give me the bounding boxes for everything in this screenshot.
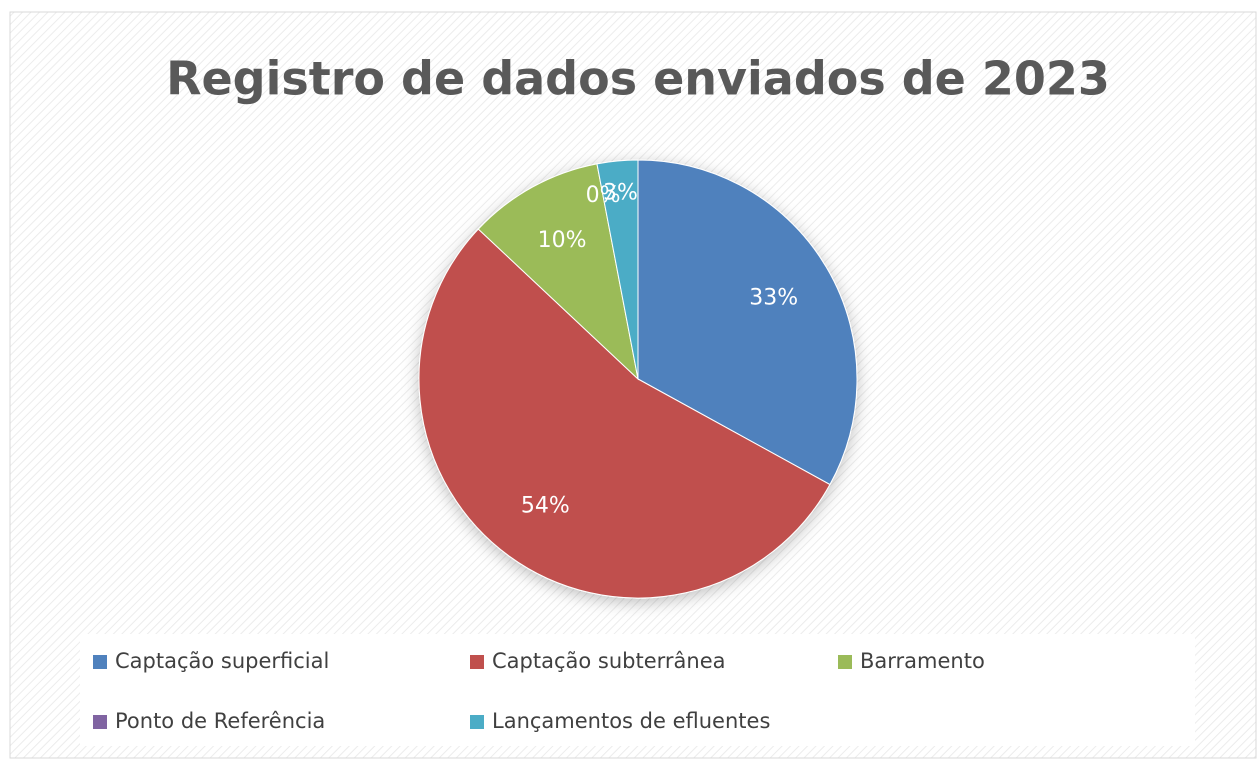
legend-swatch [470, 715, 484, 729]
legend-swatch [470, 655, 484, 669]
data-label: 33% [749, 286, 798, 311]
data-label: 54% [521, 494, 570, 519]
pie-slice [637, 159, 858, 486]
legend-label: Barramento [860, 649, 985, 673]
legend-label: Lançamentos de efluentes [492, 709, 770, 733]
chart-title: Registro de dados enviados de 2023 [166, 52, 1110, 106]
legend-label: Captação subterrânea [492, 649, 726, 673]
data-label: 0% [586, 183, 621, 208]
data-label: 3% [603, 181, 638, 206]
pie-slice [477, 163, 639, 381]
legend [80, 634, 1195, 746]
pie-slice [596, 159, 639, 380]
legend-swatch [93, 655, 107, 669]
legend-label: Captação superficial [115, 649, 329, 673]
legend-swatch [838, 655, 852, 669]
pie-slice [418, 228, 831, 599]
legend-swatch [93, 715, 107, 729]
legend-label: Ponto de Referência [115, 709, 325, 733]
data-label: 10% [538, 228, 587, 253]
